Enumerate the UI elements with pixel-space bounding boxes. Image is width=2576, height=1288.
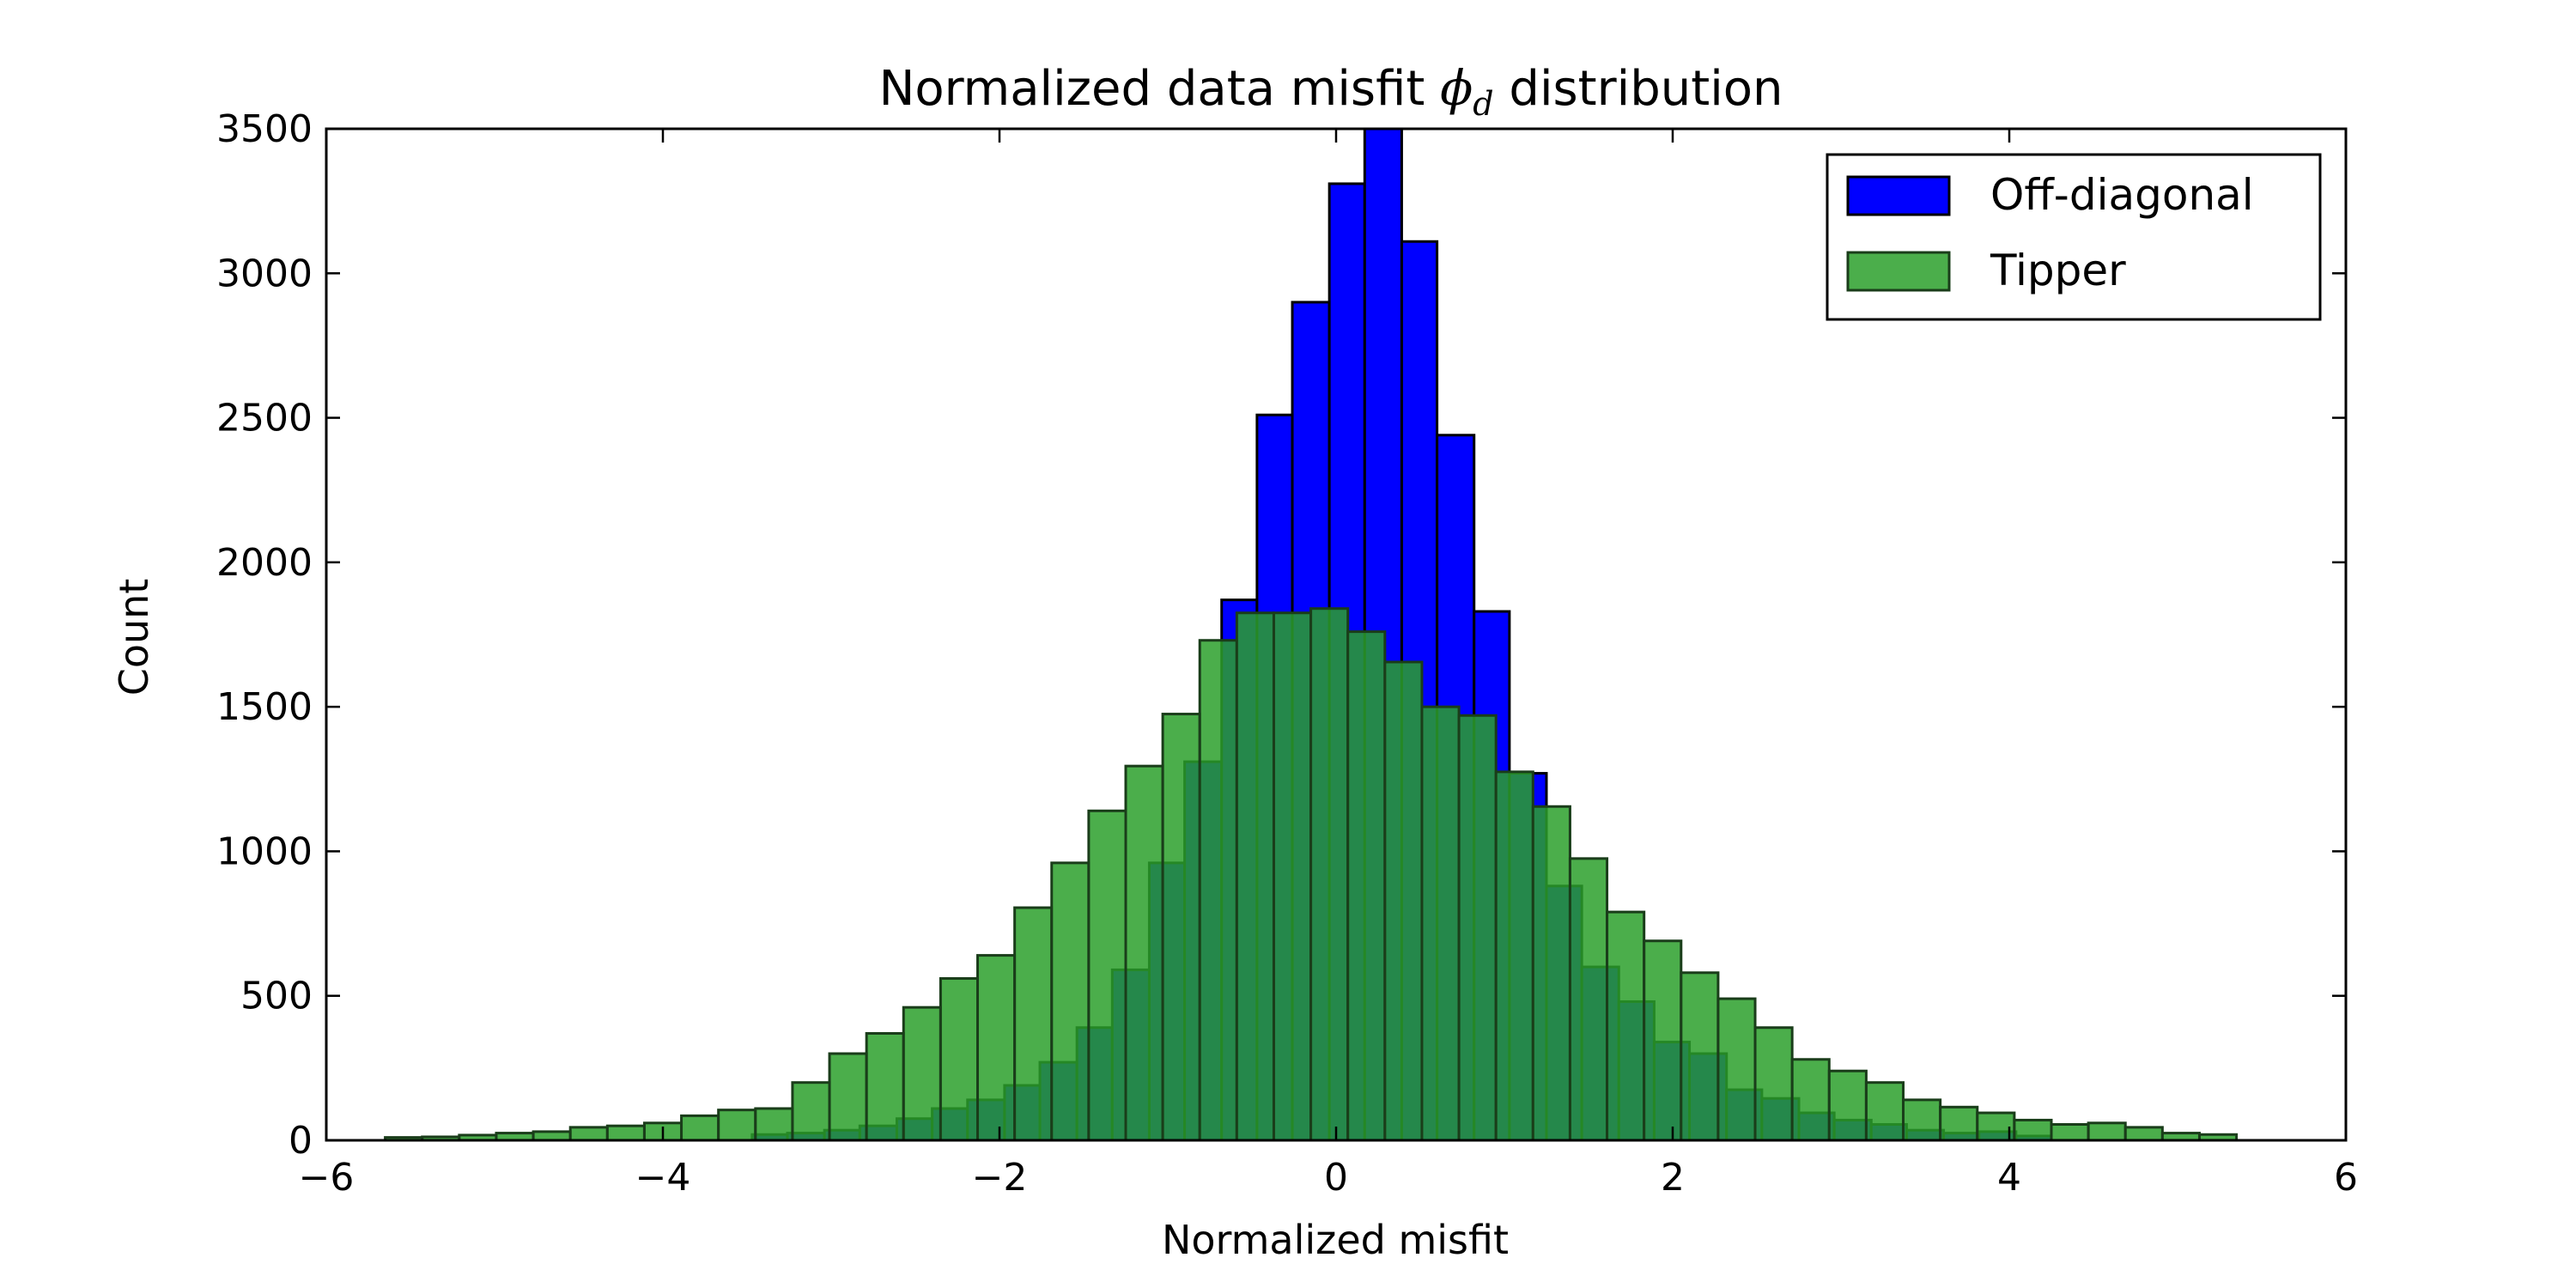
legend-label-1: Tipper [1990, 246, 2126, 295]
y-tick-label-6: 3000 [216, 252, 313, 295]
bar-series-1-bin-35 [1680, 971, 1720, 1142]
bar-series-1-bin-44 [2013, 1118, 2053, 1142]
bar-series-1-bin-45 [2050, 1122, 2090, 1142]
bar-series-1-bin-39 [1827, 1069, 1868, 1142]
bar-series-1-bin-8 [680, 1114, 720, 1142]
chart-title-prefix: Normalized data misfit [878, 61, 1440, 117]
bar-series-1-bin-47 [2123, 1126, 2164, 1142]
bar-series-1-bin-16 [976, 954, 1017, 1142]
bar-series-1-bin-34 [1643, 939, 1683, 1142]
bar-series-1-bin-42 [1939, 1105, 1979, 1142]
bar-series-1-bin-29 [1457, 714, 1498, 1142]
bar-series-1-bin-36 [1716, 997, 1757, 1142]
bar-series-1-bin-6 [605, 1124, 646, 1142]
bar-series-1-bin-10 [754, 1107, 794, 1142]
bar-series-1-bin-23 [1235, 611, 1275, 1142]
y-axis-label: Count [111, 579, 157, 696]
series-1-bars [384, 607, 2239, 1142]
bar-series-1-bin-28 [1420, 705, 1461, 1142]
bar-series-1-bin-9 [717, 1109, 757, 1142]
bar-series-1-bin-38 [1790, 1058, 1831, 1142]
bar-series-1-bin-25 [1309, 607, 1350, 1142]
bar-series-1-bin-37 [1753, 1026, 1794, 1142]
bar-series-1-bin-24 [1272, 611, 1313, 1142]
bar-series-1-bin-18 [1050, 861, 1091, 1142]
bar-series-1-bin-26 [1346, 630, 1387, 1142]
bar-series-1-bin-33 [1606, 910, 1646, 1142]
bar-series-1-bin-19 [1087, 809, 1127, 1142]
bar-series-1-bin-14 [902, 1005, 942, 1142]
chart-title-subscript: d [1473, 85, 1493, 123]
x-tick-label-1: −4 [635, 1156, 691, 1200]
bar-series-1-bin-46 [2087, 1121, 2127, 1142]
y-tick-label-5: 2500 [216, 397, 313, 440]
x-tick-label-0: −6 [299, 1156, 355, 1200]
bar-series-1-bin-5 [568, 1126, 609, 1142]
legend-swatch-0 [1846, 175, 1951, 216]
bar-series-1-bin-4 [532, 1130, 572, 1142]
plot-axes: −6 −4 −2 0 2 4 6 0 500 1000 1500 2000 2500 3000 3500 [216, 107, 2358, 1200]
bar-series-1-bin-32 [1568, 857, 1609, 1142]
bar-series-1-bin-13 [865, 1031, 905, 1142]
bar-series-1-bin-12 [828, 1052, 868, 1142]
bar-series-1-bin-41 [1902, 1098, 1942, 1142]
bar-series-1-bin-40 [1864, 1081, 1905, 1142]
x-tick-label-6: 6 [2334, 1156, 2358, 1200]
chart-title-suffix: distribution [1494, 61, 1783, 117]
x-tick-label-3: 0 [1324, 1156, 1348, 1200]
bar-series-1-bin-31 [1531, 805, 1571, 1142]
x-tick-label-2: −2 [972, 1156, 1028, 1200]
bar-series-1-bin-11 [791, 1081, 831, 1142]
y-tick-label-2: 1000 [216, 829, 313, 873]
y-tick-label-4: 2000 [216, 541, 313, 585]
plot-bars [384, 127, 2239, 1142]
chart-title-symbol: ϕ [1440, 61, 1473, 117]
bar-series-1-bin-15 [939, 977, 980, 1142]
bar-series-1-bin-30 [1494, 770, 1534, 1142]
legend-label-0: Off-diagonal [1990, 170, 2254, 220]
bar-series-1-bin-27 [1383, 660, 1424, 1142]
bar-series-1-bin-22 [1198, 639, 1238, 1142]
legend-swatch-1 [1846, 251, 1951, 292]
x-tick-label-4: 2 [1661, 1156, 1685, 1200]
x-axis-label: Normalized misfit [1162, 1217, 1509, 1263]
bar-series-1-bin-20 [1124, 764, 1164, 1142]
bar-series-1-bin-17 [1013, 906, 1054, 1142]
y-tick-label-7: 3500 [216, 107, 313, 151]
y-tick-label-1: 500 [240, 975, 313, 1018]
x-tick-label-5: 4 [1997, 1156, 2021, 1200]
bar-series-1-bin-21 [1161, 713, 1201, 1142]
legend: Off-diagonal Tipper [1826, 153, 2322, 321]
chart-title: Normalized data misfit ϕd distribution [878, 61, 1783, 123]
y-tick-label-3: 1500 [216, 685, 313, 729]
bar-series-1-bin-43 [1976, 1111, 2016, 1142]
y-tick-label-0: 0 [289, 1119, 313, 1163]
